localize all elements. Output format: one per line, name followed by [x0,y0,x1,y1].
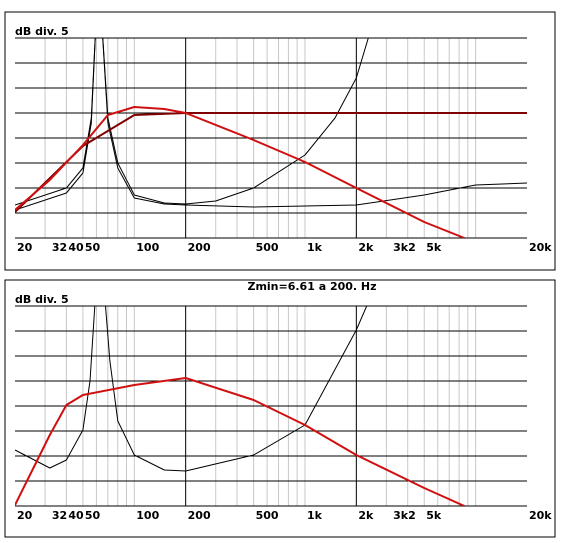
x-tick-label: 20k [529,241,552,254]
x-tick-label: 40 [68,509,84,522]
x-tick-label: 50 [85,241,101,254]
x-tick-label: 200 [188,509,211,522]
x-tick-label: 20k [529,509,552,522]
x-tick-label: 500 [256,509,279,522]
x-tick-label: 2k [358,509,374,522]
y-axis-label: dB div. 5 [15,293,69,306]
panel: 20 32 40 50 100 200 500 1k 2k 3k2 5k 20k dB div. 5 Zm… [4,279,556,538]
x-tick-label: 100 [136,241,159,254]
x-tick-label: 3k2 [393,241,416,254]
x-tick-label: 5k [426,241,442,254]
x-tick-label: 1k [307,241,323,254]
series-line [15,377,465,506]
x-tick-label: 50 [85,509,101,522]
x-tick-label: 500 [256,241,279,254]
x-tick-label: 5k [426,509,442,522]
x-tick-label: 3k2 [393,509,416,522]
plot [15,38,527,238]
series-line [15,38,369,206]
plot [15,306,465,506]
chart-title: Zmin=6.61 a 200. Hz [247,280,376,293]
x-tick-label: 20 [17,241,33,254]
series-line [15,106,465,238]
series-line [15,306,368,472]
panel-frame [4,279,556,538]
x-tick-label: 32 [52,509,67,522]
panel: 20 32 40 50 100 200 500 1k 2k 3k2 5k 20k dB div. 5 [4,11,556,271]
x-tick-label: 2k [358,241,374,254]
x-tick-label: 100 [136,509,159,522]
x-tick-label: 1k [307,509,323,522]
x-tick-label: 20 [17,509,33,522]
x-tick-label: 40 [68,241,84,254]
x-tick-label: 200 [188,241,211,254]
y-axis-label: dB div. 5 [15,25,69,38]
x-tick-label: 32 [52,241,67,254]
